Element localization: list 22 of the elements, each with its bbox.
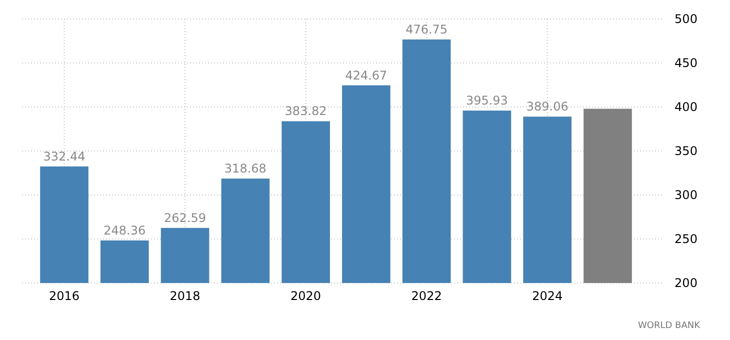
data-label: 262.59 — [164, 210, 206, 225]
y-tick-label: 450 — [674, 56, 698, 70]
data-label: 424.67 — [345, 68, 388, 82]
y-tick-label: 250 — [674, 232, 698, 246]
y-tick-label: 350 — [674, 144, 698, 158]
x-tick-label: 2016 — [48, 289, 80, 303]
y-tick-label: 200 — [674, 276, 698, 290]
data-label: 476.75 — [406, 22, 448, 36]
data-label: 383.82 — [284, 104, 327, 118]
data-label: 395.93 — [466, 94, 508, 108]
data-label: 332.44 — [43, 149, 86, 164]
x-tick-label: 2024 — [532, 289, 563, 303]
text: WORLD BANK — [638, 321, 702, 331]
data-label: 318.68 — [224, 162, 266, 176]
data-label: 248.36 — [104, 223, 146, 238]
x-tick-label: 2018 — [170, 289, 200, 303]
y-tick-label: 500 — [674, 12, 698, 26]
data-label: 389.06 — [526, 100, 568, 114]
y-tick-label: 400 — [674, 100, 698, 114]
x-tick-label: 2020 — [290, 289, 322, 303]
x-tick-label: 2022 — [411, 289, 442, 303]
y-tick-label: 300 — [674, 188, 698, 202]
